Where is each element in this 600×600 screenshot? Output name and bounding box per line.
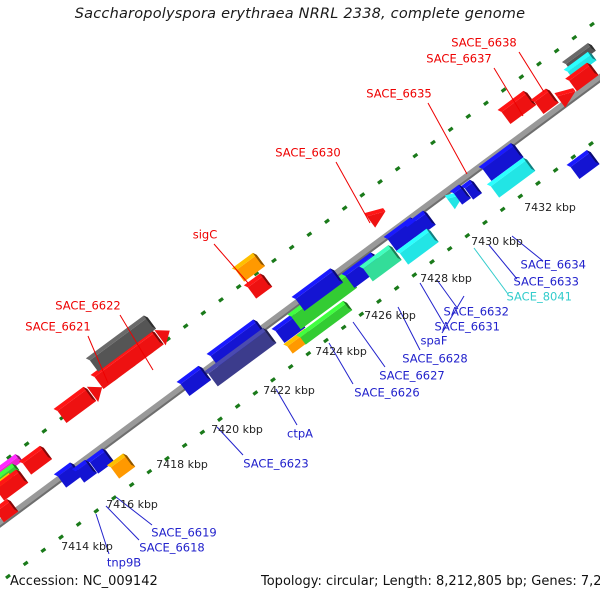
leader-line-layer <box>87 51 545 555</box>
page-title: Saccharopolyspora erythraea NRRL 2338, c… <box>74 6 526 22</box>
gene-blue-6618b[interactable] <box>71 459 98 483</box>
tick-label-layer: 7414 kbp 7416 kbp 7418 kbp 7420 kbp 7422 kbp… <box>61 201 576 553</box>
gene-label-SACE_6637[interactable]: SACE_6637 <box>426 52 492 66</box>
gene-label-SACE_6628[interactable]: SACE_6628 <box>402 352 468 366</box>
axis-tick-label: 7424 kbp <box>315 345 367 358</box>
gene-orange-sigC[interactable] <box>231 252 266 282</box>
gene-cyan-6632[interactable] <box>395 228 439 265</box>
gene-feature-layer <box>0 43 600 523</box>
axis-tick-label: 7432 kbp <box>524 201 576 214</box>
leader-line-SACE_6626 <box>328 342 354 385</box>
gene-label-SACE_6621[interactable]: SACE_6621 <box>25 320 91 334</box>
gene-green-6627b[interactable] <box>296 300 353 345</box>
leader-line-SACE_6638 <box>518 51 545 93</box>
gene-blue-8041b[interactable] <box>460 179 483 200</box>
gene-red-arrow-6630[interactable] <box>364 208 386 228</box>
gene-blue-8041a[interactable] <box>449 184 472 205</box>
gene-label-SACE_6638[interactable]: SACE_6638 <box>451 36 517 50</box>
axis-tick-label: 7428 kbp <box>420 272 472 285</box>
gene-red-far-left-3[interactable] <box>0 499 19 523</box>
gene-label-SACE_8041[interactable]: SACE_8041 <box>507 290 573 304</box>
gene-label-sigC[interactable]: sigC <box>193 228 218 242</box>
leader-line-sigC <box>213 243 249 284</box>
gene-grey-top[interactable] <box>85 315 157 372</box>
leader-line-SACE_6618 <box>105 505 140 541</box>
axis-tick-label: 7414 kbp <box>61 540 113 553</box>
gene-red-sigC-partner[interactable] <box>243 273 273 299</box>
leader-line-SACE_6621 <box>87 335 109 384</box>
leader-line-SACE_6635 <box>427 102 468 175</box>
label-layer: SACE_6638 SACE_6637 SACE_6635 SACE_6630 sigC… <box>25 36 586 570</box>
gene-blue-6631b[interactable] <box>403 210 436 240</box>
gene-label-SACE_6633[interactable]: SACE_6633 <box>514 275 580 289</box>
leader-line-SACE_6633 <box>488 244 518 280</box>
gene-label-SACE_6631[interactable]: SACE_6631 <box>435 320 501 334</box>
leader-line-tnp9B <box>95 513 110 555</box>
leader-line-SACE_6628 <box>397 306 421 351</box>
gene-spring-spaF[interactable] <box>359 245 402 282</box>
gene-red-6638[interactable] <box>554 88 576 108</box>
gene-label-ctpA[interactable]: ctpA <box>287 427 313 441</box>
gene-blue-6627[interactable] <box>291 268 344 312</box>
gene-red-far-left-2[interactable] <box>18 445 53 475</box>
gene-blue-6619[interactable] <box>85 448 115 474</box>
gene-label-SACE_6619[interactable]: SACE_6619 <box>151 526 217 540</box>
leader-line-SACE_6622 <box>119 314 154 371</box>
gene-red-far-left-1[interactable] <box>0 469 29 501</box>
gene-label-SACE_6618[interactable]: SACE_6618 <box>139 541 205 555</box>
leader-line-SACE_6631 <box>419 282 445 325</box>
leader-line-SACE_6627 <box>352 321 386 368</box>
leader-line-SACE_6637 <box>493 67 524 117</box>
gene-label-SACE_6630[interactable]: SACE_6630 <box>275 146 341 160</box>
tick-dash-layer <box>0 21 600 580</box>
gene-red-right-edge[interactable] <box>565 62 599 92</box>
gene-label-SACE_6634[interactable]: SACE_6634 <box>521 258 587 272</box>
leader-line-SACE_6619 <box>115 496 153 526</box>
axis-tick-label: 7418 kbp <box>156 458 208 471</box>
axis-tick-label: 7420 kbp <box>211 423 263 436</box>
gene-label-SACE_6623[interactable]: SACE_6623 <box>243 457 309 471</box>
gene-blue-right-edge[interactable] <box>566 150 600 180</box>
gene-label-SACE_6635[interactable]: SACE_6635 <box>366 87 432 101</box>
gene-slate-ctpA[interactable] <box>204 328 277 387</box>
axis-tick-label: 7426 kbp <box>364 309 416 322</box>
gene-label-SACE_6632[interactable]: SACE_6632 <box>444 305 510 319</box>
gene-label-SACE_6627[interactable]: SACE_6627 <box>379 369 445 383</box>
gene-label-SACE_6626[interactable]: SACE_6626 <box>354 386 420 400</box>
leader-line-ctpA <box>275 388 298 426</box>
gene-cyan-6634[interactable] <box>486 157 536 198</box>
gene-orange-tnp9B[interactable] <box>106 453 136 479</box>
gene-red-6621[interactable] <box>53 386 103 424</box>
gene-red-6637[interactable] <box>530 88 559 115</box>
leader-line-SACE_6630 <box>335 161 371 224</box>
gene-label-spaF[interactable]: spaF <box>421 334 448 348</box>
gene-red-6635[interactable] <box>497 90 537 125</box>
gene-blue-6633[interactable] <box>478 143 524 182</box>
leader-line-spaF <box>441 295 465 334</box>
accession-text: Accession: NC_009142 <box>10 574 158 589</box>
leader-line-SACE_6632 <box>436 279 459 310</box>
axis-tick-label: 7422 kbp <box>263 384 315 397</box>
gene-label-tnp9B[interactable]: tnp9B <box>107 556 141 570</box>
axis-tick-label: 7416 kbp <box>106 498 158 511</box>
gene-blue-6623a[interactable] <box>176 365 212 397</box>
leader-line-SACE_8041 <box>473 247 509 295</box>
leader-line-SACE_6623 <box>216 426 244 456</box>
gene-label-SACE_6622[interactable]: SACE_6622 <box>55 299 121 313</box>
genome-stats-text: Topology: circular; Length: 8,212,805 bp… <box>261 574 600 589</box>
axis-tick-label: 7430 kbp <box>471 235 523 248</box>
leader-line-SACE_6634 <box>511 235 544 262</box>
